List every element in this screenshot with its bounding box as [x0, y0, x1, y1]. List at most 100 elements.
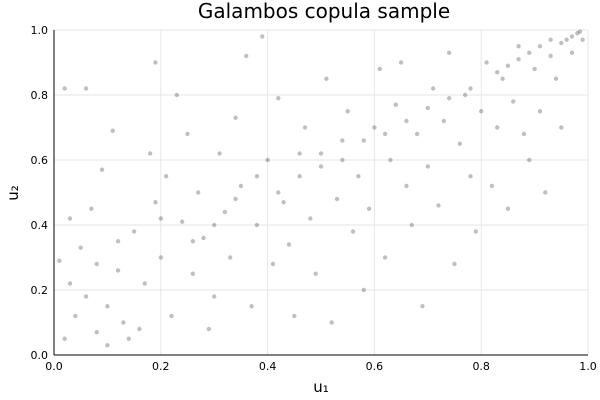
x-tick-label: 0.8: [472, 360, 490, 373]
scatter-point: [580, 37, 585, 42]
scatter-point: [532, 66, 537, 72]
scatter-point: [430, 86, 436, 91]
scatter-point: [276, 190, 281, 195]
scatter-point: [516, 44, 521, 49]
x-tick-labels: 0.0 0.2 0.4 0.6 0.8 1.0: [45, 360, 597, 373]
scatter-point: [190, 239, 196, 244]
scatter-point: [212, 294, 217, 299]
scatter-point: [233, 196, 238, 202]
scatter-point: [233, 115, 238, 120]
scatter-point: [398, 60, 404, 65]
x-tick-label: 0.2: [152, 360, 170, 373]
y-tick-label: 0.6: [31, 154, 49, 167]
scatter-point: [174, 92, 180, 98]
scatter-point: [94, 330, 99, 335]
scatter-point: [425, 105, 430, 111]
scatter-point: [73, 313, 78, 319]
scatter-point: [382, 255, 388, 260]
scatter-point: [366, 206, 372, 211]
y-tick-label: 0.8: [31, 89, 49, 102]
scatter-point: [446, 50, 452, 55]
scatter-point: [548, 37, 553, 42]
grid-lines: [53, 29, 589, 356]
scatter-point: [163, 174, 169, 179]
scatter-point: [462, 92, 468, 98]
scatter-point: [350, 229, 356, 234]
scatter-point: [361, 287, 366, 293]
scatter-point: [553, 76, 559, 81]
scatter-point: [308, 216, 313, 221]
scatter-point: [110, 128, 115, 133]
scatter-point: [185, 131, 190, 137]
scatter-point: [67, 281, 73, 286]
scatter-point: [521, 131, 527, 137]
scatter-point: [559, 40, 564, 46]
scatter-point: [559, 125, 564, 130]
scatter-point: [543, 190, 548, 195]
scatter-point: [99, 167, 105, 172]
scatter-point: [206, 326, 212, 332]
scatter-point: [500, 76, 505, 81]
scatter-point: [179, 219, 185, 224]
y-tick-label: 0.2: [31, 284, 49, 297]
scatter-point: [377, 66, 382, 72]
scatter-point: [479, 109, 484, 114]
scatter-point: [527, 157, 532, 163]
scatter-point: [121, 320, 126, 325]
x-tick-label: 1.0: [579, 360, 597, 373]
scatter-point: [115, 239, 121, 244]
scatter-point: [382, 131, 388, 137]
scatter-point: [302, 125, 308, 130]
y-tick-labels: 0.0 0.2 0.4 0.6 0.8 1.0: [31, 24, 49, 362]
scatter-point: [468, 86, 473, 91]
scatter-point: [564, 37, 569, 42]
scatter-point: [404, 183, 409, 189]
scatter-point: [356, 174, 361, 179]
scatter-point: [158, 216, 163, 221]
scatter-point: [393, 102, 398, 107]
scatter-point: [137, 326, 142, 332]
scatter-point: [286, 242, 292, 247]
scatter-point: [94, 261, 99, 267]
scatter-point: [147, 151, 153, 156]
scatter-point: [249, 304, 254, 309]
scatter-point: [265, 157, 270, 163]
scatter-point: [436, 203, 441, 208]
scatter-point: [313, 271, 318, 276]
scatter-point: [409, 222, 414, 228]
scatter-point: [254, 222, 260, 228]
scatter-point: [292, 313, 297, 319]
scatter-point: [228, 255, 233, 260]
scatter-point: [537, 109, 543, 114]
scatter-point: [281, 200, 286, 205]
scatter-point: [318, 164, 324, 169]
scatter-point: [414, 131, 420, 137]
y-tick-label: 0.0: [31, 349, 49, 362]
y-axis-label: u₂: [4, 185, 22, 201]
scatter-point: [67, 216, 73, 221]
scatter-point: [420, 304, 425, 309]
scatter-point: [511, 99, 516, 104]
scatter-point: [217, 151, 222, 156]
scatter-point: [83, 86, 89, 91]
scatter-point: [222, 209, 228, 215]
scatter-point: [153, 200, 158, 205]
scatter-point: [340, 138, 345, 143]
scatter-point: [195, 190, 201, 195]
x-tick-label: 0.0: [45, 360, 63, 373]
scatter-point: [495, 125, 500, 130]
scatter-point: [334, 196, 340, 202]
x-axis-label: u₁: [313, 378, 329, 396]
scatter-point: [569, 34, 575, 39]
scatter-point: [441, 118, 447, 124]
scatter-point: [153, 60, 158, 65]
x-tick-label: 0.4: [259, 360, 277, 373]
scatter-point: [388, 157, 393, 163]
scatter-point: [190, 271, 196, 276]
scatter-point: [297, 151, 302, 156]
scatter-point: [340, 157, 345, 163]
scatter-point: [62, 86, 67, 91]
scatter-point: [468, 174, 473, 179]
scatter-point: [169, 313, 174, 319]
